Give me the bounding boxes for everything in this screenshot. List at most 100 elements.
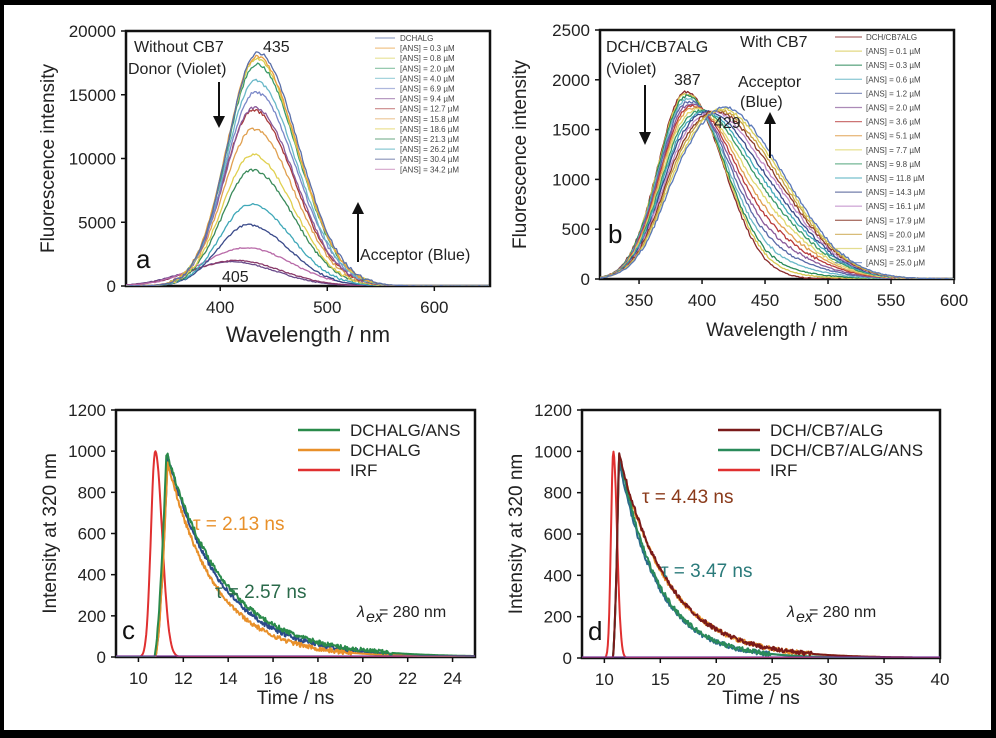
- x-tick-label: 16: [264, 669, 283, 688]
- annotation-peak-violet: 387: [674, 72, 701, 89]
- x-tick-label: 15: [651, 670, 670, 689]
- series-line: [116, 454, 475, 657]
- y-axis-label: Intensity at 320 nm: [40, 453, 61, 614]
- y-tick-label: 400: [78, 566, 106, 585]
- plot-frame: [598, 28, 956, 281]
- legend-label: [ANS] = 12.7 µM: [400, 105, 459, 114]
- x-tick-label: 450: [751, 291, 779, 310]
- y-axis-label: Fluorescence intensity: [38, 63, 59, 253]
- panel-a: 0 5000 10000 15000 20000 400 500 600 Wavelength …: [38, 22, 492, 347]
- series-line: [116, 461, 475, 657]
- legend-label: DCHALG: [350, 441, 421, 460]
- x-tick-label: 14: [219, 669, 238, 688]
- annotation-excitation: = 280 nm: [809, 604, 876, 621]
- x-tick-label: 18: [308, 669, 327, 688]
- annotation-lambda-sub: ex: [366, 609, 384, 626]
- x-tick-label: 500: [814, 291, 842, 310]
- y-tick-label: 200: [78, 607, 106, 626]
- legend-label: [ANS] = 15.8 µM: [400, 115, 459, 124]
- legend-label: [ANS] = 11.8 µM: [866, 174, 925, 183]
- y-tick-label: 15000: [69, 86, 116, 105]
- legend-label: [ANS] = 18.6 µM: [400, 125, 459, 134]
- annotation-tau1: τ = 2.13 ns: [193, 514, 284, 535]
- y-tick-label: 1200: [68, 401, 106, 420]
- series-line: [116, 450, 475, 657]
- legend-label: [ANS] = 20.0 µM: [866, 230, 925, 239]
- panel-b: 0 500 1000 1500 2000 2500 350 400 450 500 550 600 Wa…: [510, 21, 968, 341]
- annotation-tau2: τ = 2.57 ns: [215, 582, 306, 603]
- x-tick-label: 40: [931, 670, 950, 689]
- legend-label: [ANS] = 9.8 µM: [866, 160, 921, 169]
- series-line: [582, 452, 940, 658]
- x-axis-label: Wavelength / nm: [226, 322, 390, 347]
- legend-label: DCH/CB7/ALG: [770, 421, 883, 440]
- legend-label: [ANS] = 7.7 µM: [866, 146, 921, 155]
- annotation-donor: Donor (Violet): [128, 61, 226, 78]
- legend-label: DCHALG: [400, 34, 433, 43]
- y-tick-label: 800: [544, 484, 572, 503]
- y-tick-label: 0: [97, 648, 106, 667]
- x-tick-label: 30: [819, 670, 838, 689]
- y-tick-label: 1000: [534, 442, 572, 461]
- series-line: [582, 450, 940, 658]
- legend-label: [ANS] = 0.3 µM: [866, 61, 921, 70]
- legend-label: [ANS] = 1.2 µM: [866, 89, 921, 98]
- legend-label: [ANS] = 23.1 µM: [866, 245, 925, 254]
- legend-label: [ANS] = 0.3 µM: [400, 44, 455, 53]
- y-axis-label: Fluorescence intensity: [510, 59, 531, 249]
- legend-label: [ANS] = 14.3 µM: [866, 188, 925, 197]
- legend-label: IRF: [350, 461, 377, 480]
- x-tick-label: 600: [940, 291, 968, 310]
- series-line: [582, 453, 940, 658]
- panel-label: a: [136, 244, 151, 274]
- legend-label: [ANS] = 4.0 µM: [400, 74, 455, 83]
- x-tick-label: 22: [398, 669, 417, 688]
- curves: [126, 51, 490, 286]
- x-tick-label: 550: [877, 291, 905, 310]
- annotation-lambda-sub: ex: [796, 609, 814, 626]
- legend-label: [ANS] = 25.0 µM: [866, 259, 925, 268]
- y-tick-label: 0: [107, 277, 116, 296]
- series-line: [126, 168, 489, 286]
- figure-frame: [4, 5, 991, 730]
- y-tick-label: 2500: [552, 21, 590, 40]
- legend-label: [ANS] = 3.6 µM: [866, 118, 921, 127]
- arrow-down-icon: [639, 132, 651, 145]
- legend-label: DCH/CB7/ALG/ANS: [770, 441, 923, 460]
- panel-label: d: [588, 616, 602, 646]
- x-tick-label: 12: [174, 669, 193, 688]
- legend-label: [ANS] = 34.2 µM: [400, 165, 459, 174]
- legend-label: [ANS] = 16.1 µM: [866, 202, 925, 211]
- series-line: [126, 202, 489, 286]
- x-tick-label: 400: [688, 291, 716, 310]
- legend-label: [ANS] = 17.9 µM: [866, 216, 925, 225]
- x-tick-label: 24: [443, 669, 462, 688]
- x-tick-label: 10: [595, 670, 614, 689]
- legend-label: [ANS] = 9.4 µM: [400, 95, 455, 104]
- y-tick-label: 500: [562, 220, 590, 239]
- x-tick-label: 400: [206, 298, 234, 317]
- y-tick-label: 1000: [552, 170, 590, 189]
- legend: DCH/CB7ALG [ANS] = 0.1 µM [ANS] = 0.3 µM [A…: [835, 33, 925, 268]
- annotation-acceptor-sub: (Blue): [740, 94, 783, 111]
- series-line: [600, 100, 954, 279]
- y-tick-label: 1000: [68, 442, 106, 461]
- annotation-peak-blue: 429: [714, 115, 741, 132]
- annotation-condition: With CB7: [740, 34, 808, 51]
- legend-label: DCH/CB7ALG: [866, 33, 917, 42]
- curves: [582, 450, 940, 658]
- legend-label: [ANS] = 6.9 µM: [400, 85, 455, 94]
- y-tick-label: 200: [544, 608, 572, 627]
- series-line: [126, 51, 489, 286]
- y-tick-label: 600: [78, 525, 106, 544]
- x-tick-label: 20: [353, 669, 372, 688]
- legend-label: [ANS] = 30.4 µM: [400, 155, 459, 164]
- series-line: [600, 106, 954, 279]
- y-tick-label: 600: [544, 525, 572, 544]
- annotation-excitation: = 280 nm: [379, 604, 446, 621]
- x-tick-label: 35: [875, 670, 894, 689]
- annotation-tau2: τ = 3.47 ns: [661, 561, 752, 582]
- annotation-tau1: τ = 4.43 ns: [642, 487, 733, 508]
- legend-label: [ANS] = 5.1 µM: [866, 132, 921, 141]
